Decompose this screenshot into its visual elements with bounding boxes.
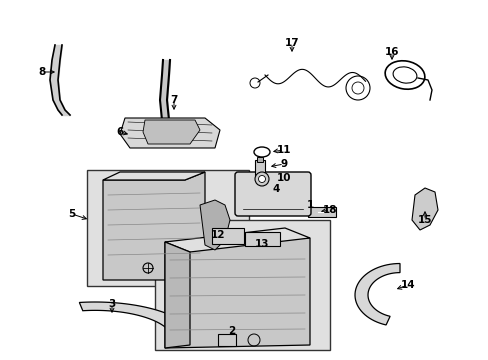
Text: 11: 11 (276, 145, 291, 155)
Text: 8: 8 (38, 67, 45, 77)
Text: 14: 14 (400, 280, 414, 290)
Text: 17: 17 (284, 38, 299, 48)
Text: 12: 12 (210, 230, 225, 240)
Polygon shape (411, 188, 437, 230)
Text: 15: 15 (417, 215, 431, 225)
Text: 3: 3 (108, 299, 115, 309)
Text: 4: 4 (272, 184, 279, 194)
Text: 6: 6 (116, 127, 123, 137)
Polygon shape (164, 228, 309, 252)
Bar (244, 232, 280, 246)
Text: 1: 1 (306, 200, 313, 210)
Polygon shape (354, 264, 399, 325)
Bar (155, 220, 329, 350)
Bar (218, 334, 236, 346)
Polygon shape (164, 242, 190, 348)
Polygon shape (103, 172, 204, 180)
Bar (307, 207, 335, 217)
Bar (254, 160, 264, 176)
FancyBboxPatch shape (235, 172, 310, 216)
Polygon shape (200, 200, 229, 250)
Text: 13: 13 (254, 239, 269, 249)
Bar (257, 157, 263, 162)
Text: 10: 10 (276, 173, 291, 183)
Text: 16: 16 (384, 47, 398, 57)
Text: 7: 7 (170, 95, 177, 105)
Text: 2: 2 (228, 326, 235, 336)
Text: 18: 18 (322, 205, 337, 215)
Circle shape (258, 175, 265, 183)
Polygon shape (120, 118, 220, 148)
Bar (212, 228, 244, 244)
Circle shape (254, 172, 268, 186)
Text: 5: 5 (68, 209, 76, 219)
Polygon shape (79, 302, 191, 333)
Text: 9: 9 (280, 159, 287, 169)
Polygon shape (164, 238, 309, 348)
Polygon shape (103, 172, 204, 280)
Polygon shape (142, 120, 200, 144)
Bar (87, 170, 248, 286)
